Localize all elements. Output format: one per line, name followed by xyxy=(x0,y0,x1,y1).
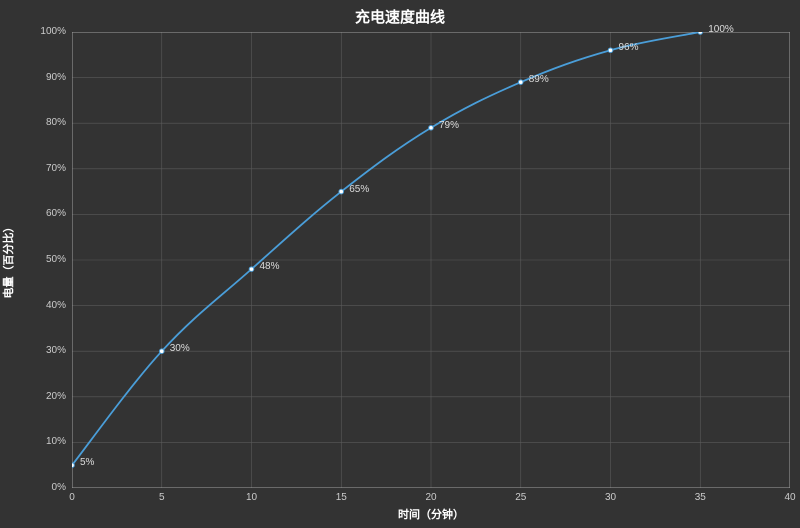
x-tick-label: 35 xyxy=(695,492,706,503)
chart-container: 充电速度曲线 电量（百分比） 时间（分钟） 0% 10% 20% 30% 40% 50% 6… xyxy=(0,0,800,528)
data-point-label: 48% xyxy=(260,261,280,272)
data-point-label: 65% xyxy=(349,184,369,195)
y-tick-label: 80% xyxy=(46,117,66,128)
x-tick-label: 5 xyxy=(159,492,165,503)
y-tick-label: 30% xyxy=(46,345,66,356)
x-tick-label: 30 xyxy=(605,492,616,503)
x-tick-label: 25 xyxy=(515,492,526,503)
data-point-label: 96% xyxy=(619,42,639,53)
x-axis-title: 时间（分钟） xyxy=(391,506,471,522)
y-tick-label: 50% xyxy=(46,254,66,265)
data-point-label: 5% xyxy=(80,457,94,468)
data-point-label: 89% xyxy=(529,74,549,85)
x-tick-label: 20 xyxy=(425,492,436,503)
x-tick-label: 10 xyxy=(246,492,257,503)
chart-plot-area xyxy=(72,32,790,488)
y-tick-label: 70% xyxy=(46,163,66,174)
x-tick-label: 0 xyxy=(69,492,75,503)
data-point-label: 30% xyxy=(170,343,190,354)
y-tick-label: 100% xyxy=(40,26,66,37)
y-tick-label: 0% xyxy=(52,482,66,493)
data-point-label: 79% xyxy=(439,120,459,131)
data-point-label: 100% xyxy=(708,24,734,35)
y-tick-label: 40% xyxy=(46,300,66,311)
y-tick-label: 10% xyxy=(46,436,66,447)
x-tick-label: 15 xyxy=(336,492,347,503)
chart-title: 充电速度曲线 xyxy=(0,6,800,27)
x-tick-label: 40 xyxy=(784,492,795,503)
y-tick-label: 20% xyxy=(46,391,66,402)
y-tick-label: 90% xyxy=(46,72,66,83)
y-tick-label: 60% xyxy=(46,208,66,219)
y-axis-title: 电量（百分比） xyxy=(0,222,16,299)
